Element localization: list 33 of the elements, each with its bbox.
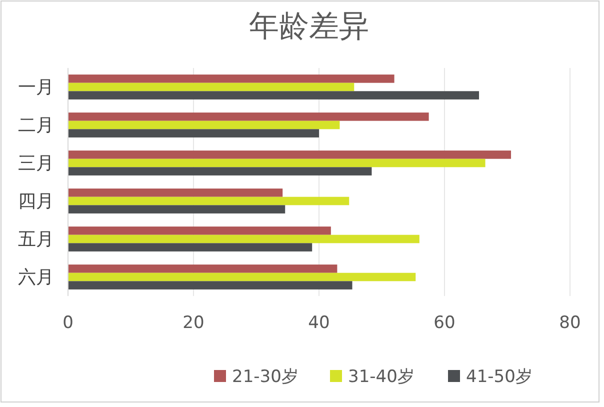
y-tick-label: 六月: [18, 267, 54, 288]
bar: [68, 129, 319, 138]
bar: [68, 272, 416, 282]
bar: [68, 196, 350, 206]
bar: [68, 234, 420, 244]
bar: [68, 243, 312, 252]
bar: [68, 188, 283, 197]
chart-title: 年龄差异: [249, 9, 369, 44]
x-tick-label: 80: [559, 313, 581, 333]
bar: [68, 82, 354, 92]
bar: [68, 74, 394, 83]
x-tick-label: 60: [434, 313, 456, 333]
bar: [68, 158, 486, 168]
x-tick-label: 20: [182, 313, 204, 333]
y-tick-label: 二月: [18, 115, 54, 136]
bar: [68, 112, 429, 121]
bar: [68, 205, 286, 214]
legend-label: 21-30岁: [232, 367, 298, 387]
y-tick-label: 一月: [18, 77, 54, 98]
bar: [68, 281, 352, 290]
bar: [68, 226, 331, 235]
bar: [68, 264, 338, 273]
x-tick-label: 0: [62, 313, 74, 333]
bar: [68, 120, 340, 130]
legend-label: 41-50岁: [466, 367, 532, 387]
y-tick-label: 四月: [18, 191, 54, 212]
x-tick-label: 40: [308, 313, 330, 333]
bar: [68, 150, 512, 159]
bar: [68, 167, 372, 176]
y-tick-label: 五月: [18, 229, 54, 250]
bar: [68, 91, 480, 100]
y-tick-label: 三月: [18, 153, 54, 174]
legend-label: 31-40岁: [348, 367, 414, 387]
